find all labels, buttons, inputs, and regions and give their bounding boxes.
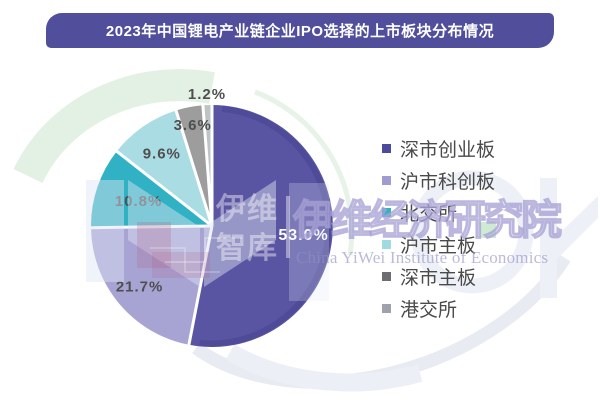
slice-gap-2 [89, 224, 213, 230]
pie-slice-shading [199, 105, 332, 347]
legend-label: 深市创业板 [400, 139, 496, 161]
pie-label-3: 9.6% [143, 145, 181, 162]
legend-item-3: 沪市主板 [382, 232, 495, 257]
legend-item-0: 深市创业板 [382, 136, 496, 161]
legend-label: 沪市主板 [400, 235, 477, 257]
pie-slice-2 [90, 151, 212, 228]
pie-label-2: 10.8% [115, 193, 163, 210]
legend-item-2: 北交所 [382, 200, 495, 225]
pie-slice-3 [116, 110, 212, 226]
legend-label: 北交所 [400, 203, 458, 225]
legend-swatch-icon [382, 143, 391, 153]
pie-label-1: 21.7% [116, 279, 164, 296]
letter-leg-icon [540, 196, 598, 260]
legend-item-1: 沪市科创板 [382, 168, 496, 193]
legend-label: 港交所 [400, 299, 458, 321]
legend-item-5: 港交所 [382, 296, 495, 321]
legend-swatch-icon [382, 175, 391, 185]
pie-slice-0 [188, 105, 333, 347]
legend-swatch-icon [382, 303, 391, 313]
legend-label: 沪市科创板 [400, 171, 496, 193]
mint-square-icon [480, 222, 496, 238]
legend-item-4: 深市主板 [382, 264, 495, 289]
legend-swatch-icon [382, 239, 391, 249]
pie-slice-1 [91, 226, 212, 345]
green-arc-icon [254, 89, 355, 256]
slice-gap-1 [187, 225, 214, 347]
slice-gap-4 [174, 109, 214, 227]
gray-swoosh-lower-icon [225, 344, 423, 392]
legend-label: 深市主板 [400, 267, 477, 289]
chart-title-banner: 2023年中国锂电产业链企业IPO选择的上市板块分布情况 [46, 13, 554, 48]
pie-label-4: 3.6% [174, 117, 212, 134]
letter-stem-icon [540, 178, 557, 298]
letter-bowl-icon [410, 170, 534, 294]
slice-gap-3 [115, 149, 213, 228]
legend-swatch-icon [382, 271, 391, 281]
pie-label-5: 1.2% [188, 86, 226, 103]
pie-label-0: 53.0% [278, 227, 328, 244]
slice-gap-5 [201, 104, 214, 227]
chart-title: 2023年中国锂电产业链企业IPO选择的上市板块分布情况 [105, 23, 495, 40]
legend-swatch-icon [382, 207, 391, 217]
legend: 深市创业板沪市科创板北交所沪市主板深市主板港交所 [382, 136, 495, 328]
green-swoosh-icon [13, 69, 215, 184]
